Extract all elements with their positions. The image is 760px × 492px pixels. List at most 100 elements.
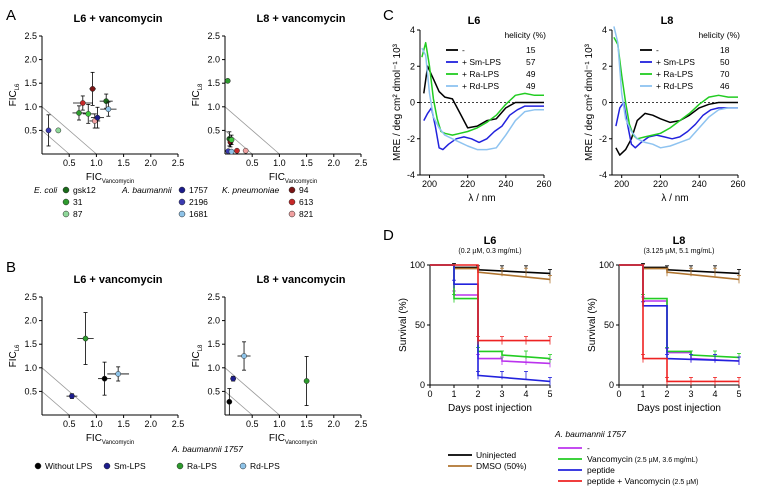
legend-marker	[178, 186, 186, 194]
x-tick-label: 5	[736, 389, 741, 399]
data-point-2	[241, 353, 247, 359]
x-axis-label-text: FICVancomycin	[86, 433, 134, 446]
x-tick-label: 2	[475, 389, 480, 399]
legend-header: helicity (%)	[698, 30, 740, 40]
y-tick-label: 0	[609, 380, 614, 390]
chart-title: L6	[468, 15, 481, 27]
x-tick-label: 4	[523, 389, 528, 399]
y-tick-label: 1.0	[207, 363, 220, 373]
legend-label: Rd-LPS	[250, 461, 280, 471]
legend-helicity: 49	[526, 69, 536, 79]
y-tick-label: 2.0	[207, 55, 220, 65]
y-axis-label-text: Survival (%)	[587, 298, 598, 352]
data-point-0	[226, 398, 233, 405]
y-axis-label-text: FICL8	[191, 83, 204, 106]
legend-label: Ra-LPS	[187, 461, 217, 471]
chart-subtitle: (3.125 µM, 5.1 mg/mL)	[644, 248, 715, 255]
data-point-3	[79, 100, 86, 106]
legend-label: 87	[73, 209, 83, 219]
legend-label: + Ra-LPS	[656, 69, 693, 79]
y-axis-label: Survival (%)	[398, 298, 409, 352]
legend-marker	[178, 210, 186, 218]
chart-subtitle: (0.2 µM, 0.3 mg/mL)	[458, 248, 521, 255]
legend-label: Uninjected	[476, 450, 516, 460]
x-tick-label: 220	[653, 179, 668, 189]
legend-label: Sm-LPS	[114, 461, 146, 471]
survival-line-4	[619, 264, 740, 362]
cd-chart-C1: L6 200 220 240 260 -4 -2 0 2 4 λ / nm MRE / deg cm²…	[392, 15, 552, 204]
y-tick-label: -4	[599, 170, 607, 180]
x-tick-label: 1	[451, 389, 456, 399]
legend-marker	[288, 198, 296, 206]
x-tick-label: 1.0	[90, 419, 103, 429]
legend-B: A. baumannii 1757 Without LPS Sm-LPS Ra-LPS…	[34, 444, 280, 471]
x-tick-label: 1	[640, 389, 645, 399]
y-tick-label: 0.5	[207, 386, 220, 396]
legend-A: E. coli gsk12 31 87 A. baumannii 1757 2196 1681…	[34, 185, 313, 219]
legend-marker	[62, 186, 70, 194]
x-tick-label: 1.5	[300, 419, 313, 429]
x-axis-label: FICVancomycin	[269, 172, 317, 185]
y-tick-label: 0.5	[207, 125, 220, 135]
synergy-line	[41, 130, 70, 155]
legend-species-1: A. baumannii	[121, 185, 173, 195]
x-tick-label: 200	[422, 179, 437, 189]
series-line-3	[613, 26, 738, 149]
x-tick-label: 240	[498, 179, 513, 189]
chart-title: L8	[661, 15, 674, 27]
y-tick-label: 0.5	[24, 125, 37, 135]
x-tick-label: 0	[427, 389, 432, 399]
y-axis-label: FICL8	[191, 83, 204, 106]
survival-line-2	[619, 264, 740, 362]
legend-label: -	[587, 443, 590, 453]
panel-label-D: D	[383, 227, 394, 244]
fic-chart-B2: L8 + vancomycin 0.5 1.0 1.5 2.0 2.5 0.5 1.0 1.5 2…	[191, 274, 367, 446]
legend-marker	[103, 462, 111, 470]
legend-species-0: E. coli	[34, 185, 58, 195]
x-axis-label: Days post injection	[637, 403, 721, 414]
x-axis-label: FICVancomycin	[269, 433, 317, 446]
x-axis-label: Days post injection	[448, 403, 532, 414]
data-point-7	[242, 147, 249, 154]
legend-label: 821	[299, 209, 313, 219]
additivity-line	[41, 106, 97, 155]
y-axis-label-text: Survival (%)	[398, 298, 409, 352]
y-tick-label: 2.5	[24, 31, 37, 41]
y-tick-label: -4	[407, 170, 415, 180]
x-tick-label: 0.5	[246, 158, 259, 168]
legend-label: peptide + Vancomycin (2.5 µM)	[587, 476, 698, 486]
legend-label: + Rd-LPS	[656, 81, 693, 91]
legend-label: Without LPS	[45, 461, 93, 471]
survival-line-0	[430, 264, 551, 275]
y-tick-label: 2	[602, 61, 607, 71]
series-line-1	[423, 105, 544, 151]
legend-marker	[34, 462, 42, 470]
series-line-2	[421, 41, 544, 136]
data-point-2	[101, 375, 108, 382]
y-tick-label: -2	[599, 134, 607, 144]
y-axis-label-text: FICL8	[191, 344, 204, 367]
y-tick-label: 4	[410, 25, 415, 35]
x-axis-label: λ / nm	[468, 193, 495, 204]
data-point-1	[230, 375, 237, 382]
legend-label: -	[656, 45, 659, 55]
chart-title: L8	[673, 235, 686, 247]
legend-marker	[288, 186, 296, 194]
y-axis-label-text: FICL6	[8, 83, 21, 106]
x-axis-label: FICVancomycin	[86, 433, 134, 446]
x-tick-label: 0.5	[63, 419, 76, 429]
y-tick-label: 1.0	[24, 363, 37, 373]
y-axis-label-text: MRE / deg cm² dmol⁻¹ 10³	[584, 43, 595, 161]
y-tick-label: 2.0	[207, 316, 220, 326]
y-tick-label: 2.0	[24, 316, 37, 326]
y-tick-label: 1.5	[207, 339, 220, 349]
y-tick-label: 1.5	[24, 78, 37, 88]
y-tick-label: 50	[415, 320, 425, 330]
y-tick-label: 0	[602, 98, 607, 108]
y-tick-label: 4	[602, 25, 607, 35]
x-tick-label: 5	[547, 389, 552, 399]
legend-label: + Ra-LPS	[462, 69, 499, 79]
data-point-3	[228, 136, 235, 143]
